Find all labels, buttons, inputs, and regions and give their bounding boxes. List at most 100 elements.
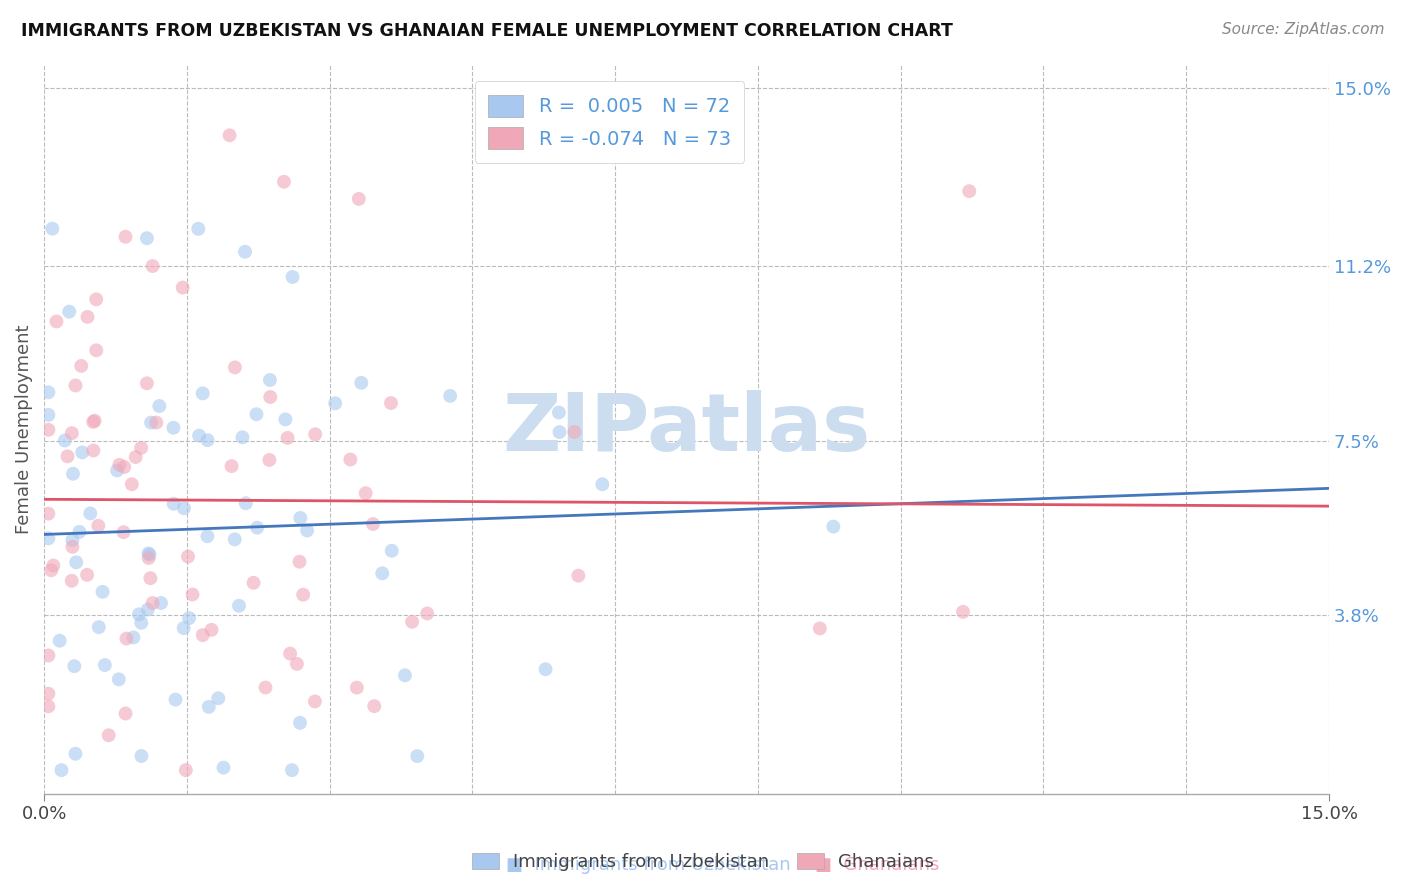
Text: ■  Immigrants from Uzbekistan: ■ Immigrants from Uzbekistan [506,856,790,874]
Point [177,549,200,564]
Point [231,430,253,444]
Point [808,621,831,635]
Point [41,221,63,235]
Point [128,607,150,622]
Point [58,304,80,318]
Point [304,694,326,708]
Point [84,343,107,358]
Point [177,611,200,625]
Point [198,699,221,714]
Point [48,633,70,648]
Point [79,507,101,521]
Point [56,450,79,464]
Point [259,390,281,404]
Point [165,692,187,706]
Point [131,749,153,764]
Point [224,533,246,547]
Point [259,373,281,387]
Point [281,763,304,777]
Point [212,761,235,775]
Point [235,496,257,510]
Point [107,673,129,687]
Point [67,524,90,539]
Point [591,477,613,491]
Point [224,360,246,375]
Point [339,452,361,467]
Point [380,396,402,410]
Point [60,540,83,554]
Point [218,128,240,143]
Point [114,706,136,721]
Point [350,376,373,390]
Point [112,460,135,475]
Point [246,521,269,535]
Point [37,507,59,521]
Point [82,443,104,458]
Point [200,623,222,637]
Text: IMMIGRANTS FROM UZBEKISTAN VS GHANAIAN FEMALE UNEMPLOYMENT CORRELATION CHART: IMMIGRANTS FROM UZBEKISTAN VS GHANAIAN F… [21,22,953,40]
Point [122,631,145,645]
Point [70,359,93,373]
Point [245,407,267,421]
Point [290,511,312,525]
Point [567,568,589,582]
Point [172,280,194,294]
Point [278,647,301,661]
Point [37,532,59,546]
Point [84,293,107,307]
Point [37,423,59,437]
Point [323,396,346,410]
Point [105,463,128,477]
Point [42,558,65,573]
Point [131,615,153,630]
Point [139,571,162,585]
Point [233,244,256,259]
Point [347,192,370,206]
Point [406,749,429,764]
Point [288,715,311,730]
Point [277,431,299,445]
Point [191,628,214,642]
Point [83,414,105,428]
Point [548,405,571,419]
Point [62,467,84,481]
Point [60,426,83,441]
Point [145,416,167,430]
Point [39,563,62,577]
Point [97,728,120,742]
Point [197,433,219,447]
Point [187,222,209,236]
Point [394,668,416,682]
Point [37,687,59,701]
Point [65,747,87,761]
Point [87,518,110,533]
Point [62,533,84,548]
Point [188,428,211,442]
Point [150,596,173,610]
Point [142,259,165,273]
Point [228,599,250,613]
Point [76,567,98,582]
Point [70,445,93,459]
Point [115,632,138,646]
Point [45,314,67,328]
Text: Source: ZipAtlas.com: Source: ZipAtlas.com [1222,22,1385,37]
Point [242,575,264,590]
Point [285,657,308,671]
Point [53,434,76,448]
Point [207,691,229,706]
Point [173,621,195,635]
Point [60,574,83,588]
Point [381,543,404,558]
Point [125,450,148,464]
Point [138,551,160,566]
Point [281,269,304,284]
Point [181,587,204,601]
Point [91,585,114,599]
Point [191,386,214,401]
Point [138,546,160,560]
Point [221,459,243,474]
Point [37,699,59,714]
Point [292,588,315,602]
Point [51,763,73,777]
